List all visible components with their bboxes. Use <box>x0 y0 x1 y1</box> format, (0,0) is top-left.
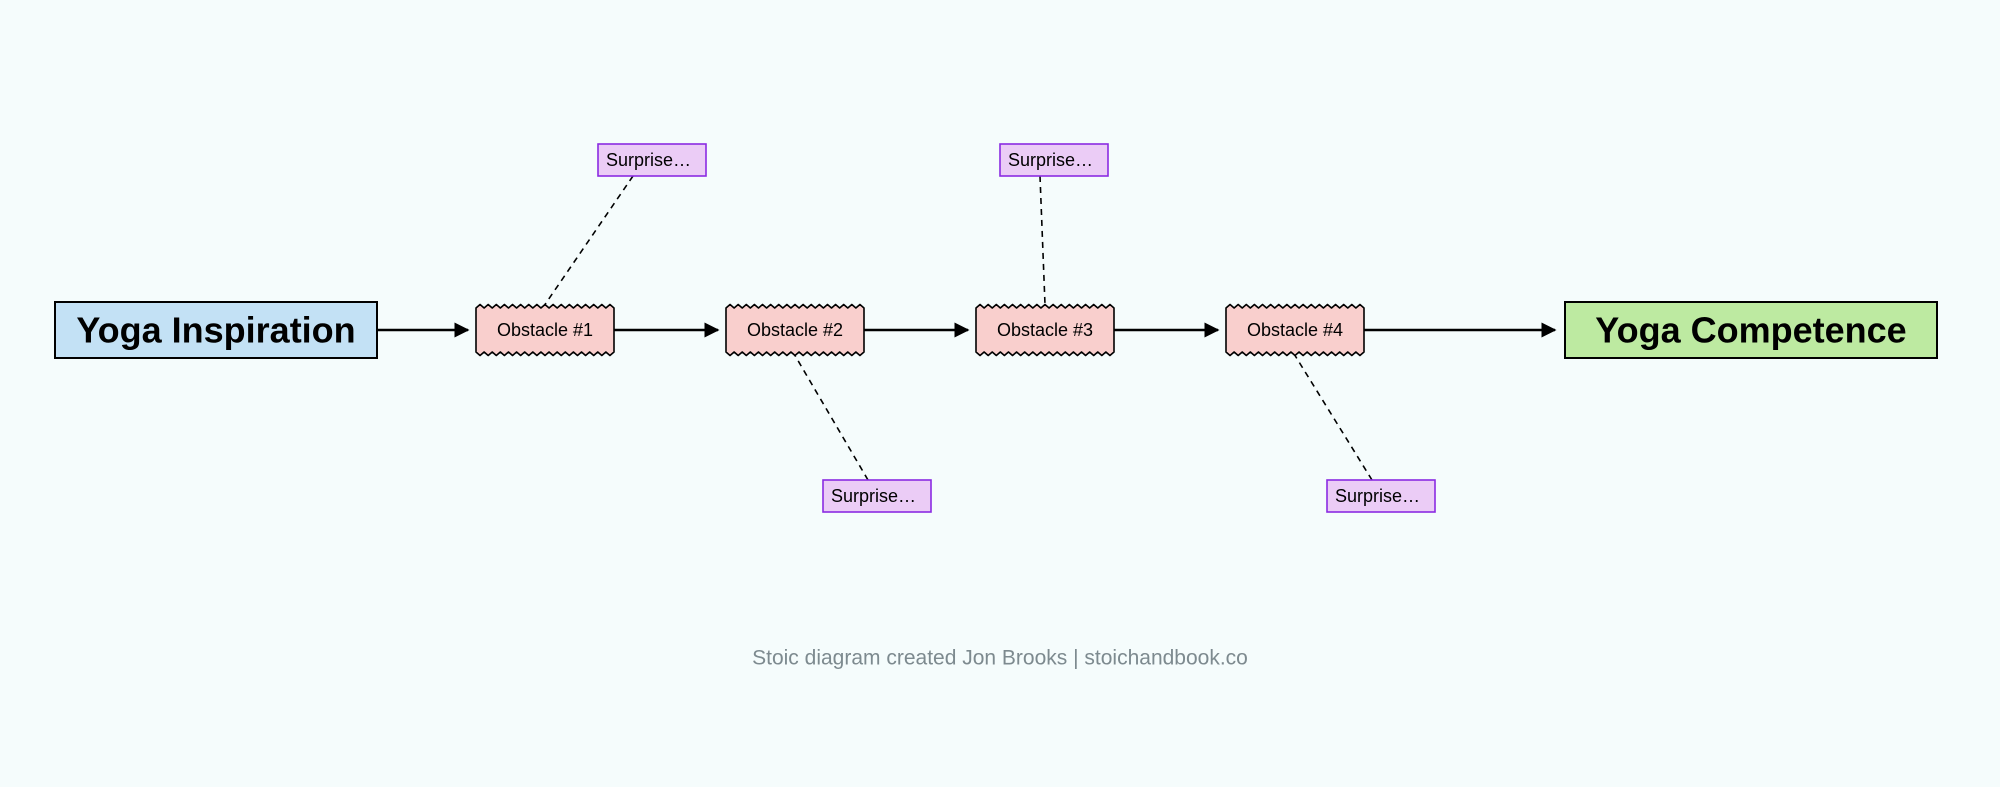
obstacle-node: Obstacle #3 <box>976 305 1114 356</box>
surprise-node: Surprise… <box>598 144 706 176</box>
end-node-label: Yoga Competence <box>1595 310 1906 351</box>
start-node: Yoga Inspiration <box>55 302 377 358</box>
footer-credit: Stoic diagram created Jon Brooks | stoic… <box>752 647 1248 670</box>
obstacle-node: Obstacle #1 <box>476 305 614 356</box>
surprise-node: Surprise… <box>823 480 931 512</box>
start-node-label: Yoga Inspiration <box>76 310 355 351</box>
obstacle-label: Obstacle #3 <box>997 320 1093 340</box>
obstacle-label: Obstacle #4 <box>1247 320 1343 340</box>
surprise-label: Surprise… <box>606 150 691 170</box>
surprise-node: Surprise… <box>1000 144 1108 176</box>
flow-diagram: Yoga Inspiration Yoga Competence Obstacle … <box>0 0 2000 787</box>
surprise-label: Surprise… <box>831 486 916 506</box>
end-node: Yoga Competence <box>1565 302 1937 358</box>
surprise-label: Surprise… <box>1335 486 1420 506</box>
surprise-label: Surprise… <box>1008 150 1093 170</box>
obstacle-label: Obstacle #1 <box>497 320 593 340</box>
obstacle-label: Obstacle #2 <box>747 320 843 340</box>
obstacle-node: Obstacle #4 <box>1226 305 1364 356</box>
surprise-node: Surprise… <box>1327 480 1435 512</box>
obstacle-node: Obstacle #2 <box>726 305 864 356</box>
